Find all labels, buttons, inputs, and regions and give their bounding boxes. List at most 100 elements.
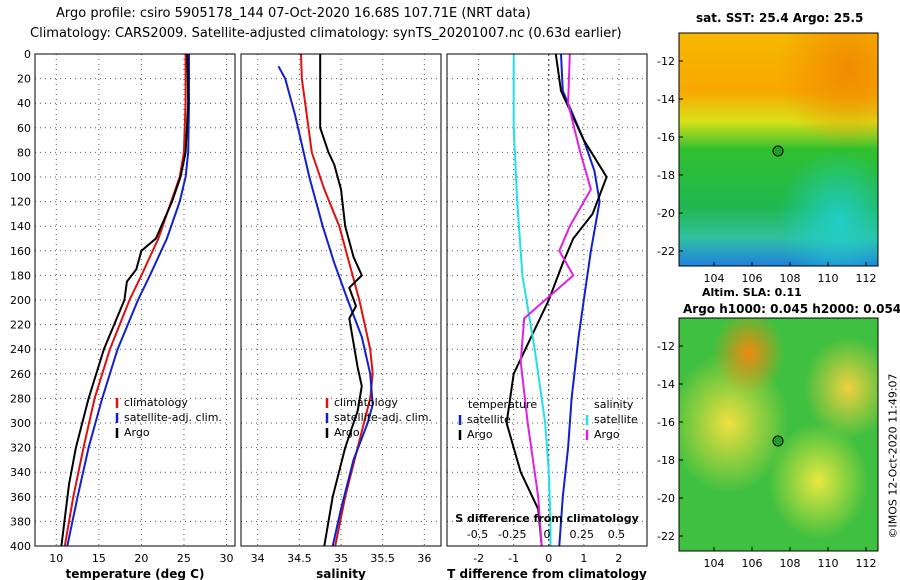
x-tick-label: 34 — [251, 552, 265, 565]
top-axis-label: S difference from climatology — [455, 512, 639, 525]
x-tick-label: 0 — [545, 552, 552, 565]
x-tick-label: 2 — [615, 552, 622, 565]
series-line-climatology — [63, 54, 187, 547]
watermark: ©IMOS 12-Oct-2020 11:49:07 — [886, 373, 900, 539]
series-line-salinity-satellite — [512, 54, 552, 546]
y-tick-label: 320 — [10, 442, 31, 455]
steric-height-map — [678, 317, 879, 552]
x-axis-label: salinity — [316, 567, 366, 580]
series-line-argo — [319, 54, 363, 547]
y-tick-label: 80 — [17, 146, 31, 159]
x-tick-label: 34.5 — [287, 552, 312, 565]
y-tick-label: 340 — [10, 466, 31, 479]
series-line-argo — [60, 53, 190, 547]
x-tick-label: 1 — [580, 552, 587, 565]
y-tick-label: 120 — [10, 196, 31, 209]
y-tick-label: 240 — [10, 343, 31, 356]
sst-map-y-tick: -12 — [657, 55, 675, 68]
y-tick-label: 20 — [17, 73, 31, 86]
legend-label: satellite — [594, 413, 638, 426]
series-line-temperature-satellite — [558, 53, 601, 547]
y-tick-label: 280 — [10, 392, 31, 405]
chart-panel-2: 34 34.5 35 35.5 36 salinity climatology satelli… — [240, 53, 442, 580]
sst-map-x-tick: 106 — [742, 272, 763, 285]
chart-panel-1: 10 15 20 25 30 temperature (deg C) 0 20 40 60 80 10… — [10, 48, 236, 580]
sst-map-frame — [678, 32, 879, 267]
top-tick-label: -0.5 — [467, 528, 488, 541]
steric-map-x-tick: 108 — [780, 557, 801, 570]
plot-frame — [34, 53, 236, 547]
sst-map-x-tick: 108 — [780, 272, 801, 285]
legend-heading-salinity: salinity — [594, 398, 634, 411]
top-tick-label: 0.5 — [608, 528, 626, 541]
sst-map-y-tick: -20 — [657, 207, 675, 220]
legend-label: climatology — [334, 396, 398, 409]
series-line-satellite-adj-clim- — [277, 65, 374, 547]
steric-map-x-tick: 110 — [818, 557, 839, 570]
steric-map-y-tick: -20 — [657, 492, 675, 505]
sst-map-y-tick: -14 — [657, 93, 675, 106]
steric-map-x-tick: 112 — [856, 557, 877, 570]
argo-float-marker-2 — [772, 435, 784, 447]
x-tick-label: 10 — [49, 552, 63, 565]
legend-label: Argo — [467, 428, 493, 441]
y-tick-label: 380 — [10, 515, 31, 528]
title-line-2: Climatology: CARS2009. Satellite-adjuste… — [30, 26, 622, 41]
y-tick-label: 400 — [10, 540, 31, 553]
y-tick-label: 140 — [10, 220, 31, 233]
x-tick-label: 36 — [417, 552, 431, 565]
y-tick-label: 220 — [10, 319, 31, 332]
x-tick-label: 25 — [177, 552, 191, 565]
legend-label: Argo — [334, 426, 360, 439]
chart-panel-3: -2 -1 0 1 2 T difference from climatology temp… — [446, 53, 648, 580]
y-tick-label: 160 — [10, 245, 31, 258]
x-tick-label: -1 — [508, 552, 519, 565]
y-tick-label: 60 — [17, 122, 31, 135]
x-tick-label: 30 — [219, 552, 233, 565]
x-axis-label: T difference from climatology — [447, 567, 647, 580]
top-tick-label: 0.25 — [569, 528, 594, 541]
sst-map-x-tick: 104 — [704, 272, 725, 285]
sst-map-x-tick: 110 — [818, 272, 839, 285]
y-tick-label: 40 — [17, 97, 31, 110]
y-tick-label: 300 — [10, 417, 31, 430]
x-tick-label: 35 — [334, 552, 348, 565]
argo-float-marker — [772, 145, 784, 157]
x-tick-label: 20 — [134, 552, 148, 565]
steric-map-frame — [678, 317, 879, 552]
sst-map-y-tick: -16 — [657, 131, 675, 144]
steric-map-y-tick: -18 — [657, 454, 675, 467]
steric-map-y-tick: -14 — [657, 378, 675, 391]
series-line-temperature-argo — [505, 53, 608, 547]
x-tick-label: 15 — [92, 552, 106, 565]
top-tick-label: 0 — [544, 528, 551, 541]
x-axis-label: temperature (deg C) — [66, 567, 205, 580]
steric-map-y-tick: -22 — [657, 530, 675, 543]
plot-frame — [240, 53, 442, 547]
legend-label: satellite-adj. clim. — [334, 411, 432, 424]
steric-map-x-tick: 106 — [742, 557, 763, 570]
y-tick-label: 180 — [10, 269, 31, 282]
steric-map-y-tick: -12 — [657, 340, 675, 353]
top-tick-label: -0.25 — [498, 528, 526, 541]
legend-label: Argo — [124, 426, 150, 439]
steric-map-title: Argo h1000: 0.045 h2000: 0.054 — [683, 302, 900, 316]
y-tick-label: 0 — [24, 48, 31, 61]
legend-label: climatology — [124, 396, 188, 409]
y-tick-label: 100 — [10, 171, 31, 184]
y-tick-label: 200 — [10, 294, 31, 307]
y-tick-label: 260 — [10, 368, 31, 381]
steric-map-x-tick: 104 — [704, 557, 725, 570]
y-tick-label: 360 — [10, 491, 31, 504]
sst-map-y-tick: -18 — [657, 169, 675, 182]
steric-blob-4 — [679, 318, 878, 551]
altim-sla-label: Altim. SLA: 0.11 — [702, 286, 802, 299]
legend-heading-temperature: temperature — [468, 398, 537, 411]
title-line-1: Argo profile: csiro 5905178_144 07-Oct-2… — [56, 6, 531, 21]
legend-label: satellite-adj. clim. — [124, 411, 222, 424]
sst-map-title: sat. SST: 25.4 Argo: 25.5 — [696, 11, 864, 25]
series-line-satellite-adj-clim- — [66, 54, 190, 547]
sst-map — [678, 32, 879, 267]
legend-label: Argo — [594, 428, 620, 441]
